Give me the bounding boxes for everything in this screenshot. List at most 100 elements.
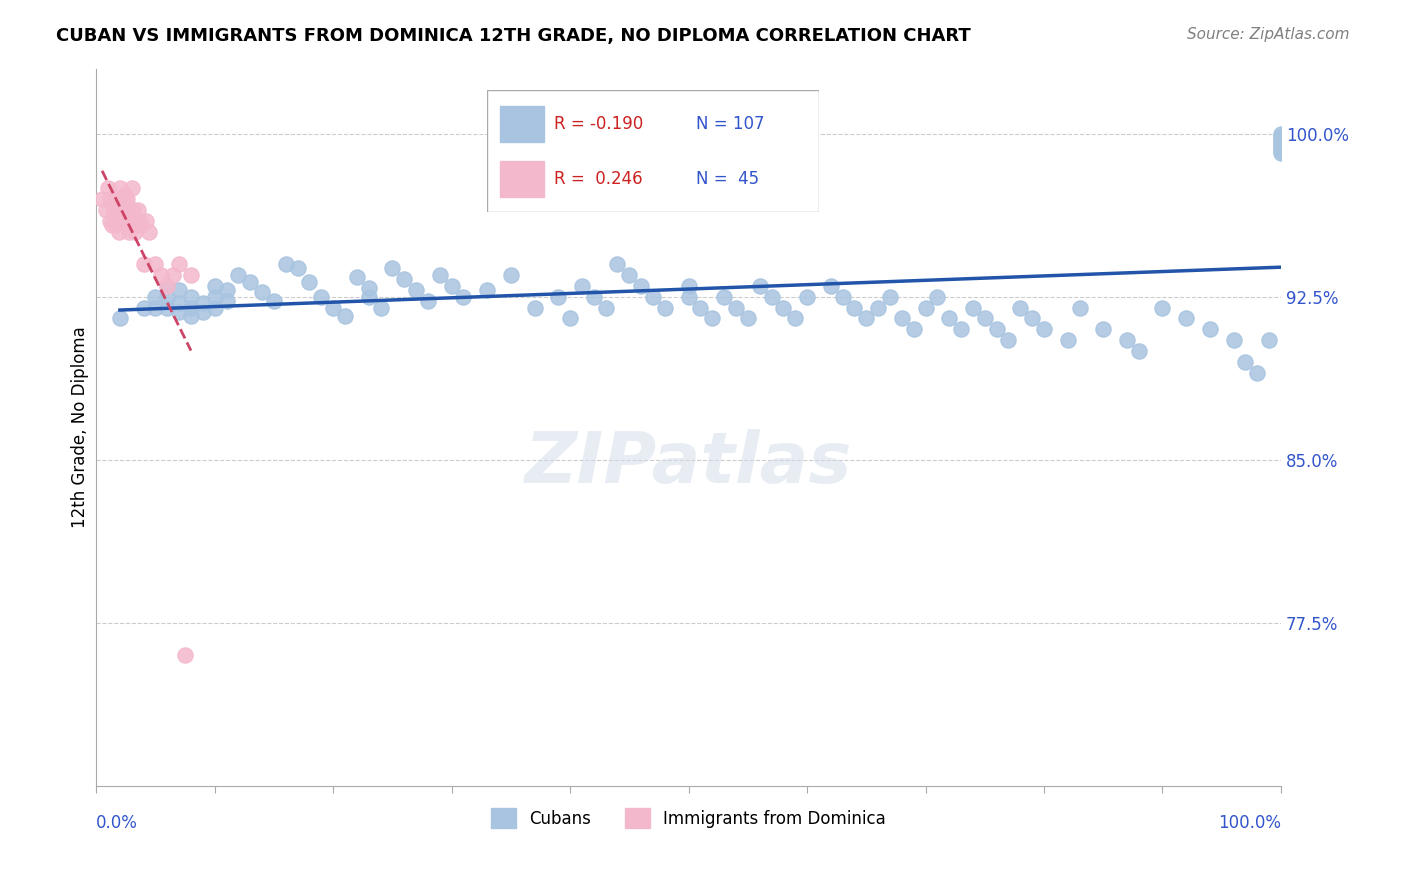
Point: [145, 290, 167, 304]
Point: [950, 322, 973, 336]
Point: [263, 294, 285, 309]
Point: [1021, 311, 1043, 326]
Y-axis label: 12th Grade, No Diploma: 12th Grade, No Diploma: [72, 326, 89, 528]
Point: [641, 290, 664, 304]
Point: [167, 283, 190, 297]
Point: [118, 213, 141, 227]
Point: [115, 192, 138, 206]
Point: [855, 311, 877, 326]
Point: [973, 311, 995, 326]
Point: [228, 268, 250, 282]
Point: [135, 213, 157, 227]
Point: [121, 213, 143, 227]
Point: [122, 202, 145, 217]
Point: [595, 301, 617, 315]
Point: [357, 281, 380, 295]
Point: [1222, 333, 1244, 347]
Point: [180, 310, 202, 324]
Point: [274, 257, 297, 271]
Point: [499, 268, 522, 282]
Point: [156, 278, 179, 293]
Point: [110, 213, 132, 227]
Point: [1199, 322, 1222, 336]
Point: [104, 218, 127, 232]
Point: [162, 268, 184, 282]
Point: [156, 290, 179, 304]
Legend: Cubans, Immigrants from Dominica: Cubans, Immigrants from Dominica: [485, 801, 893, 835]
Point: [785, 311, 807, 326]
Point: [215, 294, 238, 309]
Point: [1234, 355, 1257, 369]
Point: [138, 225, 160, 239]
Point: [114, 196, 136, 211]
Point: [1033, 322, 1056, 336]
Point: [1270, 133, 1292, 147]
Point: [204, 278, 226, 293]
Point: [1270, 144, 1292, 158]
Point: [132, 301, 155, 315]
Point: [702, 311, 724, 326]
Point: [204, 290, 226, 304]
Point: [145, 257, 167, 271]
Point: [1270, 127, 1292, 141]
Point: [1270, 128, 1292, 143]
Point: [1010, 301, 1032, 315]
Point: [997, 333, 1019, 347]
Point: [108, 181, 131, 195]
Point: [1092, 322, 1115, 336]
Point: [103, 202, 125, 217]
Point: [748, 278, 770, 293]
Point: [606, 257, 628, 271]
Point: [678, 290, 700, 304]
Point: [1270, 142, 1292, 156]
Point: [523, 301, 546, 315]
Point: [108, 311, 131, 326]
Point: [1270, 131, 1292, 145]
Text: 100.0%: 100.0%: [1218, 814, 1281, 832]
Point: [100, 213, 122, 227]
Point: [962, 301, 984, 315]
Point: [298, 275, 321, 289]
Point: [191, 305, 214, 319]
Point: [118, 225, 141, 239]
Point: [167, 305, 190, 319]
Point: [689, 301, 711, 315]
Point: [1152, 301, 1174, 315]
Point: [112, 202, 135, 217]
Point: [100, 218, 122, 232]
Text: CUBAN VS IMMIGRANTS FROM DOMINICA 12TH GRADE, NO DIPLOMA CORRELATION CHART: CUBAN VS IMMIGRANTS FROM DOMINICA 12TH G…: [56, 27, 972, 45]
Point: [370, 301, 392, 315]
Point: [156, 278, 179, 293]
Point: [429, 268, 451, 282]
Point: [128, 213, 150, 227]
Point: [156, 301, 179, 315]
Point: [215, 283, 238, 297]
Point: [357, 290, 380, 304]
Point: [1175, 311, 1198, 326]
Point: [630, 278, 652, 293]
Point: [239, 275, 262, 289]
Point: [107, 225, 129, 239]
Point: [132, 257, 155, 271]
Point: [97, 181, 120, 195]
Point: [129, 218, 152, 232]
Point: [204, 301, 226, 315]
Point: [117, 202, 139, 217]
Point: [571, 278, 593, 293]
Point: [440, 278, 463, 293]
Point: [619, 268, 641, 282]
Text: Source: ZipAtlas.com: Source: ZipAtlas.com: [1187, 27, 1350, 42]
Point: [453, 290, 475, 304]
Point: [416, 294, 439, 309]
Text: ZIPatlas: ZIPatlas: [524, 428, 852, 498]
Point: [180, 301, 202, 315]
Point: [107, 213, 129, 227]
Point: [890, 311, 912, 326]
Point: [112, 213, 135, 227]
Point: [820, 278, 842, 293]
Point: [914, 301, 936, 315]
Point: [1128, 344, 1150, 359]
Point: [1258, 333, 1281, 347]
Point: [1056, 333, 1078, 347]
Point: [1270, 136, 1292, 150]
